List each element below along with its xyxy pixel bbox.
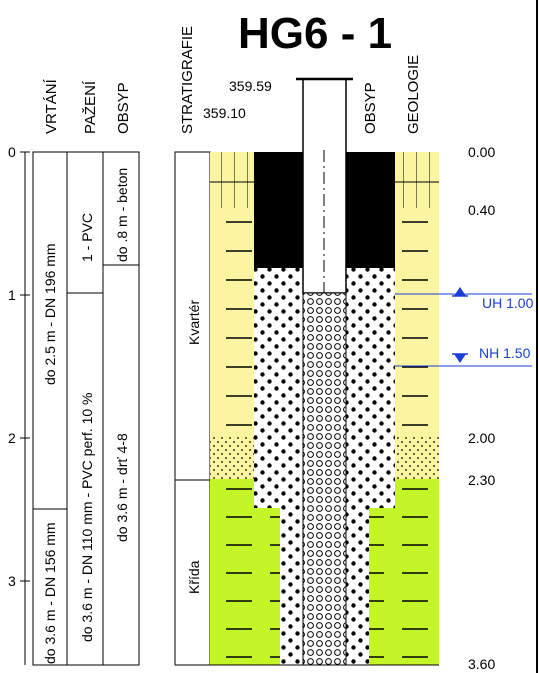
water-level-nh-label: NH 1.50 bbox=[479, 345, 531, 361]
water-level-uh-label: UH 1.00 bbox=[482, 295, 534, 311]
elevation-top: 359.59 bbox=[229, 78, 272, 94]
casing-lower-text: do 3.6 m - DN 110 mm - PVC perf. 10 % bbox=[79, 393, 95, 643]
header-obsyp-left: OBSYP bbox=[115, 82, 132, 134]
drilling-lower-text: do 3.6 m - DN 156 mm bbox=[42, 522, 58, 664]
header-vrtani: VRTÁNÍ bbox=[43, 78, 60, 134]
stratigraphy-krida: Křída bbox=[186, 560, 202, 594]
backfill-column bbox=[102, 151, 140, 666]
stratigraphy-kvarter: Kvartér bbox=[186, 300, 202, 345]
blank-casing bbox=[302, 78, 347, 294]
casing-upper-text: 1 - PVC bbox=[79, 213, 95, 262]
scale-tick-0: 0 bbox=[8, 144, 16, 160]
depth-label-0: 0.00 bbox=[468, 144, 495, 160]
depth-label-3: 2.30 bbox=[468, 472, 495, 488]
depth-label-2: 2.00 bbox=[468, 430, 495, 446]
scale-tick-1: 1 bbox=[8, 287, 16, 303]
header-geologie: GEOLOGIE bbox=[405, 55, 422, 134]
cretaceous-inner-right bbox=[369, 508, 439, 665]
water-level-nh bbox=[395, 353, 532, 367]
perforated-screen bbox=[302, 292, 347, 666]
cretaceous-inner-left bbox=[210, 508, 280, 665]
backfill-upper-text: do .8 m - beton bbox=[114, 168, 130, 262]
scale-tick-3: 3 bbox=[8, 573, 16, 589]
drilling-upper-text: do 2.5 m - DN 196 mm bbox=[42, 243, 58, 385]
water-level-uh bbox=[395, 287, 532, 297]
header-pazeni: PAŽENÍ bbox=[82, 80, 99, 134]
elevation-ground: 359.10 bbox=[203, 105, 246, 121]
drilling-column bbox=[32, 151, 68, 666]
depth-label-1: 0.40 bbox=[468, 202, 495, 218]
header-stratigrafie: STRATIGRAFIE bbox=[179, 26, 196, 134]
scale-tick-2: 2 bbox=[8, 430, 16, 446]
depth-label-4: 3.60 bbox=[468, 656, 495, 672]
header-obsyp-right: OBSYP bbox=[362, 82, 379, 134]
borehole-title: HG6 - 1 bbox=[238, 9, 392, 58]
depth-scale: 0 1 2 3 bbox=[8, 144, 30, 665]
backfill-lower-text: do 3.6 m - drť 4-8 bbox=[114, 433, 130, 542]
